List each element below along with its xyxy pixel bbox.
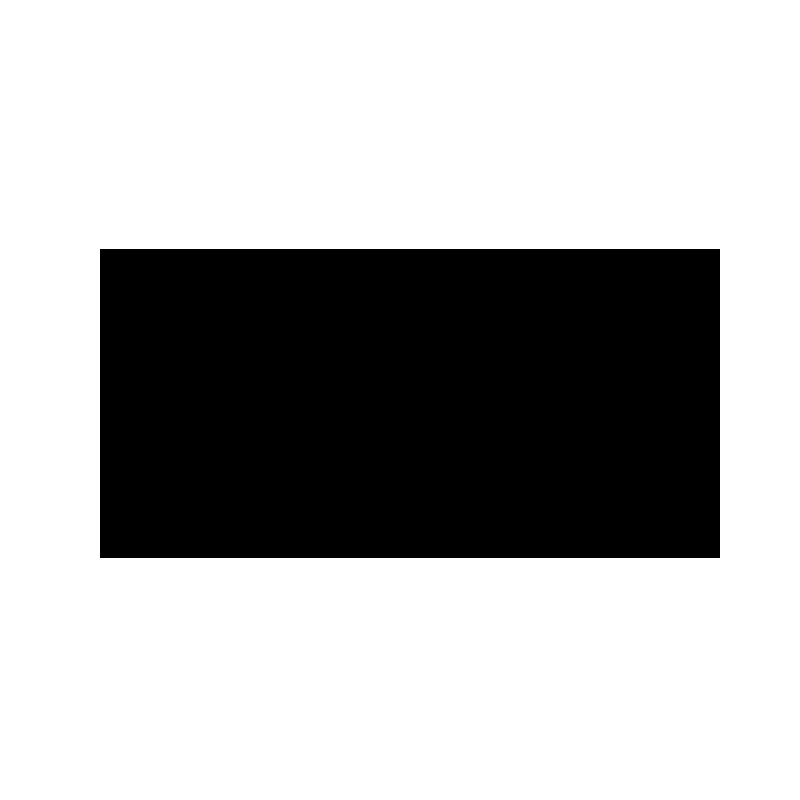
word-cloud bbox=[100, 249, 720, 558]
